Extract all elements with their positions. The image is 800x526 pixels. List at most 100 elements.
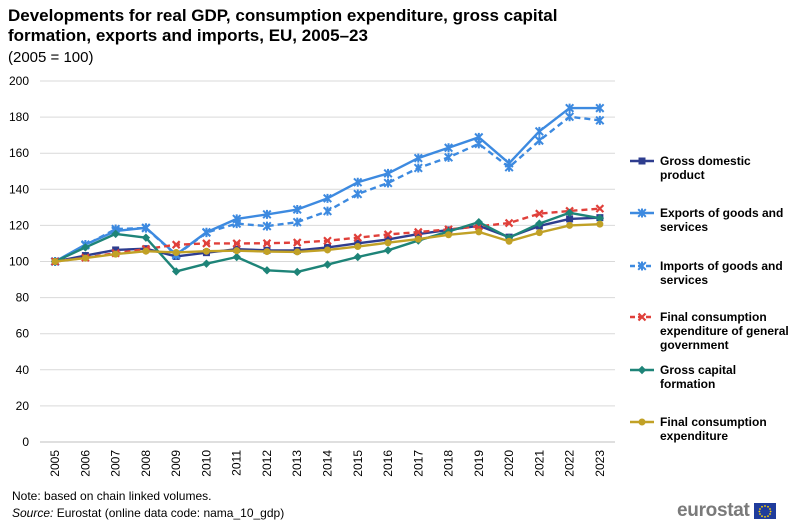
- data-point: [141, 233, 151, 242]
- data-point: [595, 213, 605, 223]
- x-tick-label: 2008: [139, 450, 153, 477]
- data-point: [535, 209, 544, 218]
- chart-source: Source: Eurostat (online data code: nama…: [12, 506, 284, 520]
- x-tick-label: 2011: [230, 450, 244, 476]
- legend-label: Imports of goods and: [660, 259, 783, 273]
- y-tick-label: 100: [9, 255, 29, 269]
- series-line: [54, 207, 600, 263]
- chart-note: Note: based on chain linked volumes.: [12, 489, 212, 503]
- x-tick-label: 2022: [563, 450, 577, 477]
- series-4: [50, 208, 605, 277]
- y-tick-label: 140: [9, 182, 29, 196]
- chart-subtitle: (2005 = 100): [8, 49, 94, 66]
- x-tick-label: 2017: [411, 450, 425, 477]
- data-point: [414, 230, 422, 238]
- legend-label: Exports of goods and: [660, 206, 783, 220]
- data-point: [566, 221, 574, 229]
- data-point: [565, 208, 574, 217]
- x-tick-label: 2015: [351, 450, 365, 477]
- x-tick-label: 2021: [532, 450, 546, 477]
- legend-swatch-marker: [638, 418, 646, 426]
- data-point: [81, 243, 90, 252]
- data-point: [262, 209, 272, 219]
- x-tick-label: 2016: [381, 450, 395, 477]
- eurostat-logo[interactable]: eurostat: [677, 500, 776, 522]
- x-tick-label: 2018: [442, 450, 456, 477]
- y-tick-label: 20: [16, 399, 30, 413]
- legend-label: government: [660, 338, 729, 352]
- data-point: [324, 246, 331, 254]
- y-tick-label: 200: [9, 74, 29, 88]
- source-text: Eurostat (online data code: nama_10_gdp): [56, 506, 285, 520]
- y-tick-label: 120: [9, 218, 29, 232]
- data-point: [142, 247, 150, 255]
- data-point: [505, 237, 513, 245]
- data-point: [171, 240, 181, 249]
- data-point: [262, 266, 272, 275]
- data-point: [322, 206, 333, 216]
- data-point: [595, 115, 605, 125]
- data-point: [566, 215, 574, 223]
- axis-layer: 0 20 40 60 80 100 120 140 160 180 200 2005 2006 2007 2…: [9, 74, 615, 477]
- x-tick-label: 2012: [260, 450, 274, 477]
- data-point: [444, 143, 454, 153]
- data-point: [534, 126, 544, 136]
- legend-label: Gross capital: [660, 363, 736, 377]
- x-tick-label: 2010: [199, 450, 213, 477]
- legend-swatch-marker: [638, 157, 646, 165]
- data-point: [414, 227, 423, 237]
- series-5: [51, 220, 604, 265]
- grid-layer: [40, 80, 615, 407]
- data-point: [565, 112, 575, 122]
- source-label: Source:: [12, 506, 54, 520]
- x-tick-label: 2023: [593, 450, 607, 477]
- series-layer: [50, 103, 605, 277]
- data-point: [475, 228, 483, 236]
- data-point: [384, 239, 392, 247]
- data-point: [596, 220, 604, 228]
- data-point: [383, 246, 393, 255]
- x-tick-label: 2007: [109, 450, 123, 477]
- legend-label: product: [660, 168, 705, 182]
- data-point: [504, 218, 514, 228]
- x-tick-label: 2013: [290, 450, 304, 477]
- data-point: [233, 247, 241, 255]
- data-point: [232, 239, 241, 248]
- data-point: [353, 189, 363, 199]
- y-tick-label: 40: [16, 363, 30, 377]
- data-point: [595, 204, 605, 213]
- legend-label: services: [660, 273, 708, 287]
- data-point: [202, 239, 211, 248]
- y-tick-label: 160: [9, 146, 29, 160]
- data-point: [353, 252, 362, 262]
- x-tick-label: 2005: [48, 450, 62, 477]
- data-point: [112, 246, 120, 254]
- legend-label: formation: [660, 377, 715, 391]
- legend-label: Final consumption: [660, 310, 767, 324]
- data-point: [112, 250, 120, 258]
- data-point: [202, 259, 211, 268]
- legend-swatch-marker: [637, 312, 647, 322]
- data-point: [565, 103, 575, 113]
- eu-flag-icon: [753, 503, 776, 519]
- data-point: [172, 248, 180, 256]
- data-point: [595, 103, 605, 113]
- logo-text: eurostat: [677, 500, 750, 521]
- x-tick-label: 2020: [502, 450, 516, 477]
- data-point: [354, 243, 362, 251]
- legend-label: expenditure: [660, 429, 728, 443]
- data-point: [444, 152, 454, 162]
- legend-label: Final consumption: [660, 415, 767, 429]
- legend-swatch-marker: [637, 365, 647, 375]
- data-point: [474, 139, 484, 149]
- data-point: [414, 235, 422, 243]
- data-point: [323, 260, 332, 269]
- data-point: [383, 230, 393, 239]
- data-point: [171, 267, 181, 276]
